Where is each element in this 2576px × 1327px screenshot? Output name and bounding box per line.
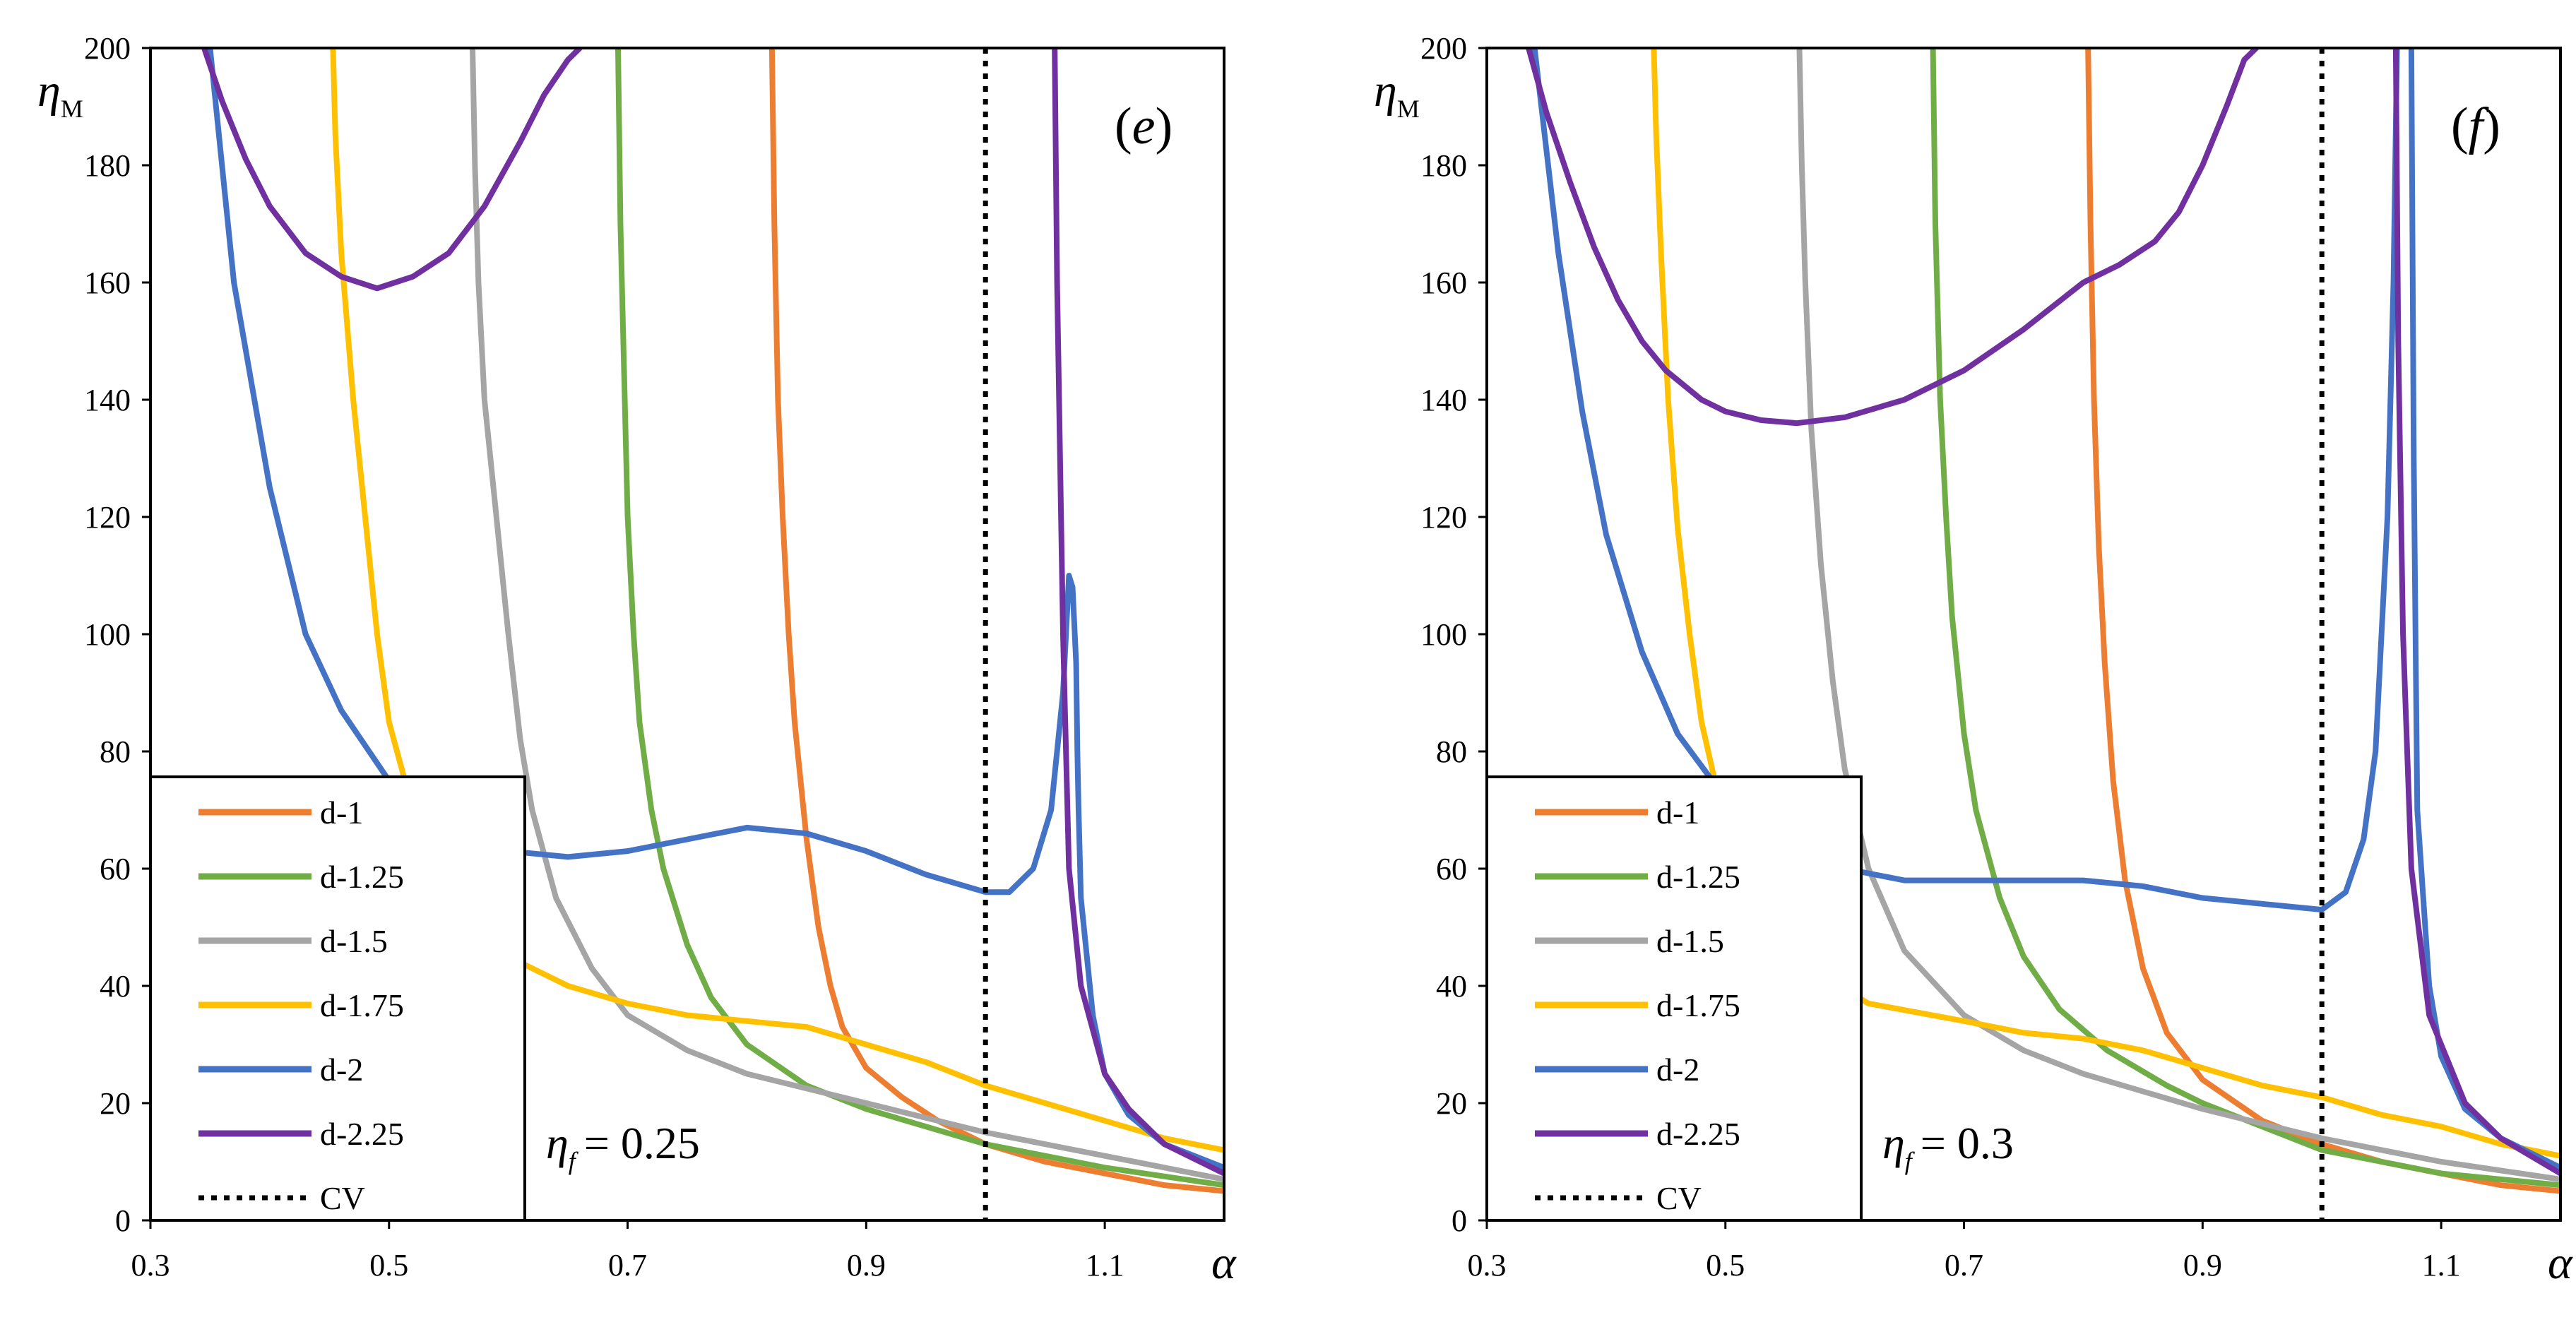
panel-label-open: ( bbox=[2451, 97, 2469, 155]
legend-box bbox=[149, 775, 526, 1222]
y-tick-label: 0 bbox=[115, 1203, 131, 1238]
y-tick-label: 180 bbox=[84, 148, 131, 183]
legend-label-d-2.25: d-2.25 bbox=[1656, 1116, 1740, 1152]
y-tick-label: 200 bbox=[1420, 31, 1467, 66]
series-line-d-2.25 bbox=[1526, 48, 2560, 1177]
y-tick-label: 140 bbox=[84, 383, 131, 417]
y-tick-label: 80 bbox=[100, 734, 131, 769]
eta-f-annotation: ηf = 0.25 bbox=[546, 1118, 700, 1175]
y-tick-label: 120 bbox=[1420, 500, 1467, 535]
series-line-d-1 bbox=[768, 48, 1224, 1194]
series-line-d-1.5 bbox=[470, 48, 1224, 1182]
series-line-d-2.25 bbox=[201, 48, 1224, 1177]
panel-label-close: ) bbox=[1156, 97, 1173, 155]
x-tick-label: 0.5 bbox=[1706, 1248, 1745, 1283]
x-tick-label: 0.3 bbox=[1468, 1248, 1507, 1283]
y-axis-label-symbol: η bbox=[1374, 65, 1397, 117]
y-tick-label: 160 bbox=[1420, 266, 1467, 300]
legend-label-d-1.25: d-1.25 bbox=[1656, 859, 1740, 895]
y-axis-label-sub: M bbox=[61, 95, 83, 123]
y-tick-label: 120 bbox=[84, 500, 131, 535]
y-tick-label: 60 bbox=[100, 852, 131, 886]
y-tick-label: 40 bbox=[100, 969, 131, 1004]
y-tick-label: 100 bbox=[1420, 617, 1467, 652]
x-tick-label: 0.7 bbox=[1945, 1248, 1983, 1283]
y-axis-label-symbol: η bbox=[37, 65, 61, 117]
series-line-d-1.25 bbox=[1930, 48, 2560, 1189]
y-axis-label: ηM bbox=[37, 65, 83, 123]
legend-label-d-1.5: d-1.5 bbox=[1656, 923, 1724, 959]
y-tick-label: 100 bbox=[84, 617, 131, 652]
eta-f-value: = 0.3 bbox=[1921, 1118, 2014, 1168]
y-axis-label-sub: M bbox=[1397, 95, 1420, 123]
y-tick-label: 180 bbox=[1420, 148, 1467, 183]
legend-label-d-2.25: d-2.25 bbox=[320, 1116, 404, 1152]
eta-f-annotation: ηf = 0.3 bbox=[1882, 1118, 2014, 1175]
legend-label-d-1.25: d-1.25 bbox=[320, 859, 404, 895]
legend-label-d-1.75: d-1.75 bbox=[1656, 987, 1740, 1023]
series-line-d-1.75 bbox=[330, 48, 1224, 1153]
legend-label-d-1: d-1 bbox=[1656, 795, 1699, 831]
y-tick-label: 60 bbox=[1436, 852, 1467, 886]
legend: d-1 d-1.25 d-1.5 d-1.75 d-2 d-2.25 CV bbox=[1485, 775, 1863, 1222]
x-tick-label: 0.9 bbox=[847, 1248, 886, 1283]
panel-label-close: ) bbox=[2483, 97, 2500, 155]
y-tick-label: 20 bbox=[100, 1086, 131, 1121]
legend-label-d-1.75: d-1.75 bbox=[320, 987, 404, 1023]
x-tick-label: 0.7 bbox=[608, 1248, 647, 1283]
x-tick-label: 0.5 bbox=[369, 1248, 408, 1283]
legend-label-d-1.5: d-1.5 bbox=[320, 923, 388, 959]
eta-f-sub: f bbox=[1905, 1147, 1916, 1175]
eta-f-symbol: η bbox=[546, 1118, 569, 1168]
series-group bbox=[1526, 48, 2560, 1194]
panel-e: 0 20 40 60 80 100 120 140 160 180 200 0.3 0.5 0.7 0.9 1… bbox=[37, 31, 1237, 1289]
eta-f-value: = 0.25 bbox=[584, 1118, 700, 1168]
y-axis-label: ηM bbox=[1374, 65, 1420, 123]
legend-label-d-1: d-1 bbox=[320, 795, 363, 831]
series-line-d-1.5 bbox=[1796, 48, 2560, 1182]
series-line-d-1.25 bbox=[615, 48, 1224, 1189]
y-tick-label: 200 bbox=[84, 31, 131, 66]
y-tick-label: 40 bbox=[1436, 969, 1467, 1004]
x-tick-label: 1.1 bbox=[1086, 1248, 1124, 1283]
eta-f-symbol: η bbox=[1882, 1118, 1905, 1168]
panel-label-open: ( bbox=[1115, 97, 1132, 155]
panel-label-letter: e bbox=[1132, 97, 1156, 155]
x-axis-label: α bbox=[1211, 1237, 1237, 1289]
legend: d-1 d-1.25 d-1.5 d-1.75 d-2 d-2.25 CV bbox=[149, 775, 526, 1222]
x-tick-label: 1.1 bbox=[2422, 1248, 2461, 1283]
y-tick-label: 160 bbox=[84, 266, 131, 300]
y-tick-label: 0 bbox=[1452, 1203, 1467, 1238]
y-tick-label: 80 bbox=[1436, 734, 1467, 769]
series-line-d-1.75 bbox=[1651, 48, 2560, 1159]
legend-label-CV: CV bbox=[320, 1180, 365, 1216]
eta-f-sub: f bbox=[569, 1147, 579, 1175]
panel-f: 0 20 40 60 80 100 120 140 160 180 200 0.3 0.5 0.7 0.9 1… bbox=[1374, 31, 2573, 1289]
y-tick-label: 140 bbox=[1420, 383, 1467, 417]
legend-label-d-2: d-2 bbox=[320, 1052, 363, 1088]
legend-label-d-2: d-2 bbox=[1656, 1052, 1699, 1088]
legend-label-CV: CV bbox=[1656, 1180, 1702, 1216]
x-axis-label: α bbox=[2548, 1237, 2573, 1289]
x-tick-label: 0.3 bbox=[131, 1248, 170, 1283]
x-tick-label: 0.9 bbox=[2183, 1248, 2222, 1283]
panel-label: (e) bbox=[1115, 97, 1173, 155]
legend-box bbox=[1485, 775, 1863, 1222]
panel-label: (f) bbox=[2451, 97, 2500, 155]
y-tick-label: 20 bbox=[1436, 1086, 1467, 1121]
